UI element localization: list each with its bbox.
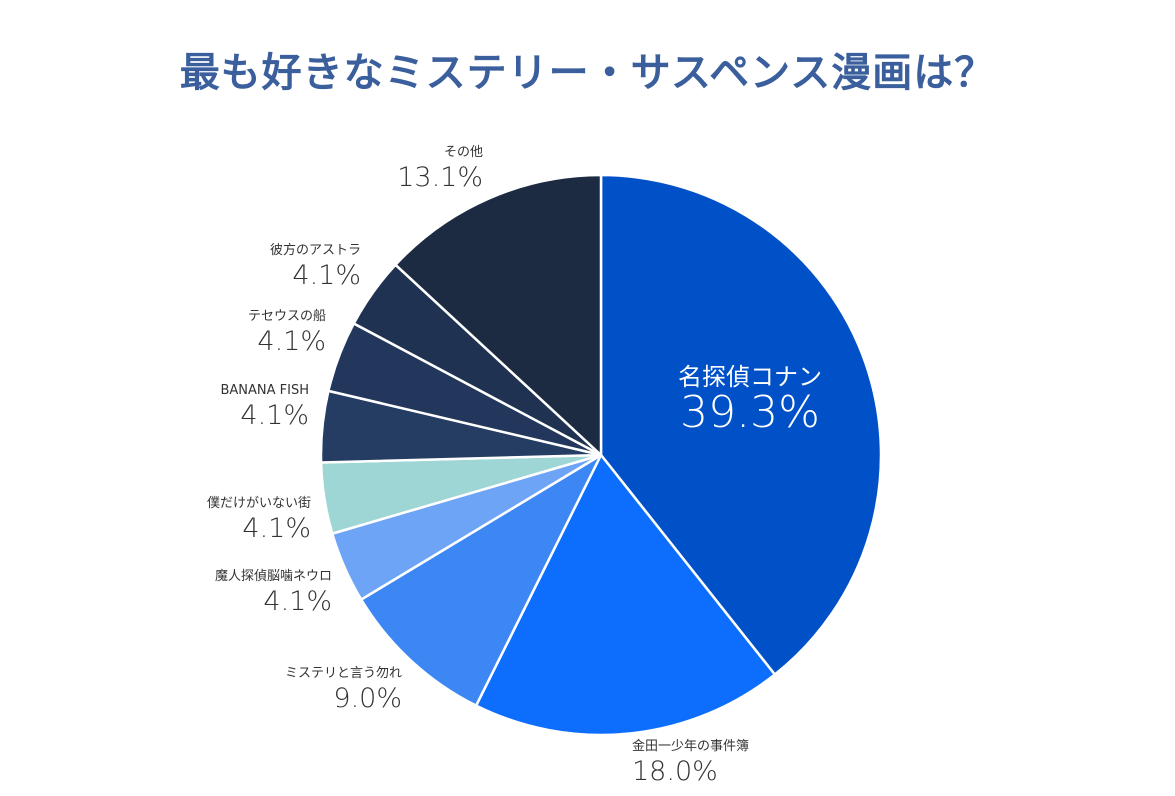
slice-name: 金田一少年の事件簿: [632, 739, 750, 754]
slice-percent: 4.1%: [240, 400, 309, 431]
slice-name: テセウスの船: [247, 309, 326, 324]
slice-percent: 13.1%: [397, 162, 483, 193]
slice-percent: 4.1%: [263, 586, 332, 617]
slice-percent: 4.1%: [242, 513, 311, 544]
slice-label-5: BANANA FISH 4.1%: [220, 384, 309, 429]
chart-title: 最も好きなミステリー・サスペンス漫画は？: [179, 50, 996, 96]
slice-percent: 18.0%: [632, 756, 718, 787]
pie-slice-0: [599, 173, 883, 676]
slice-label-8: その他 13.1%: [397, 146, 483, 191]
slice-label-0: 名探偵コナン 39.3%: [610, 365, 890, 435]
pie-slice-2: [359, 453, 603, 707]
slice-label-4: 僕だけがいない街 4.1%: [207, 497, 311, 542]
slice-label-2: ミステリと言う勿れ 9.0%: [285, 667, 402, 712]
slice-percent: 4.1%: [292, 260, 361, 291]
slice-percent: 4.1%: [257, 326, 326, 357]
slice-name: BANANA FISH: [220, 383, 309, 398]
slice-name: ミステリと言う勿れ: [284, 666, 402, 681]
slice-name: 魔人探偵脳噛ネウロ: [214, 569, 332, 584]
slice-name: 名探偵コナン: [678, 363, 822, 391]
slice-percent: 39.3%: [680, 387, 820, 438]
slice-name: 彼方のアストラ: [269, 243, 361, 258]
slice-label-3: 魔人探偵脳噛ネウロ 4.1%: [215, 570, 332, 615]
pie-slice-1: [474, 453, 777, 737]
slice-label-1: 金田一少年の事件簿 18.0%: [632, 740, 749, 785]
slice-label-6: テセウスの船 4.1%: [248, 310, 326, 355]
slice-percent: 9.0%: [333, 683, 402, 714]
slice-label-7: 彼方のアストラ 4.1%: [270, 244, 361, 289]
slice-name: 僕だけがいない街: [206, 496, 311, 511]
slice-name: その他: [443, 145, 483, 160]
pie-slice-8: [394, 173, 603, 457]
